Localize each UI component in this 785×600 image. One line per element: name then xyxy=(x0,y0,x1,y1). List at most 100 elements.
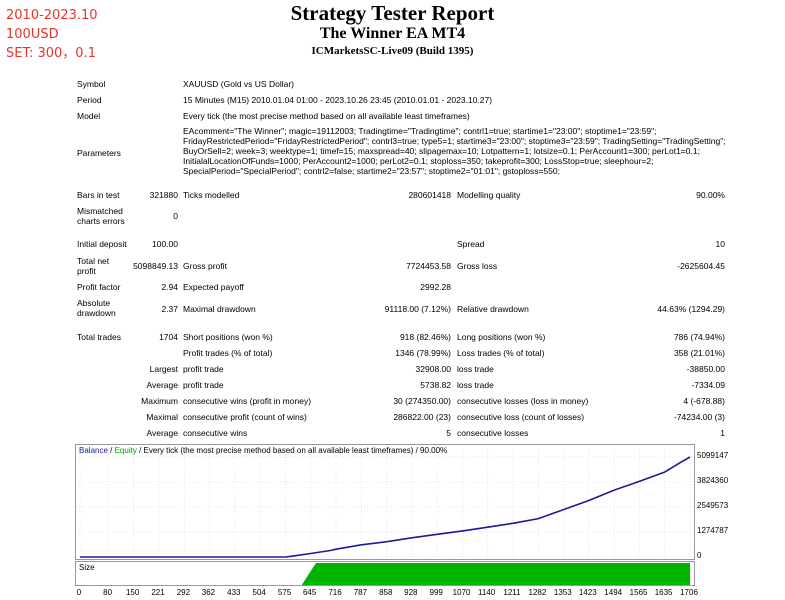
cp-label: consecutive profit (count of wins) xyxy=(183,412,307,422)
ptrades-value: 1346 (78.99%) xyxy=(395,348,451,358)
x-tick-label-2: 150 xyxy=(125,588,140,597)
report-title: Strategy Tester Report xyxy=(290,1,495,25)
cl-label: consecutive losses (loss in money) xyxy=(457,396,589,406)
absdd-label-2: drawdown xyxy=(77,308,116,318)
parameters-label: Parameters xyxy=(77,148,121,158)
quality-value: 90.00% xyxy=(696,190,725,200)
trades-value: 1704 xyxy=(159,332,178,342)
bars-label: Bars in test xyxy=(77,190,120,200)
x-tick-label-14: 999 xyxy=(429,588,443,597)
size-label: Size xyxy=(79,563,95,572)
largest-profit-value: 32908.00 xyxy=(415,364,451,374)
x-tick-label-9: 645 xyxy=(302,588,317,597)
x-tick-label-6: 433 xyxy=(227,588,241,597)
quality-label: Modelling quality xyxy=(457,190,521,200)
spread-value: 10 xyxy=(715,239,725,249)
size-chart-svg xyxy=(301,563,690,585)
avg-loss-label: loss trade xyxy=(457,380,494,390)
y-tick-label-1: 3824360 xyxy=(697,476,729,485)
symbol-label: Symbol xyxy=(77,79,106,89)
maximal-label: Maximal xyxy=(146,412,178,422)
legend-balance: Balance xyxy=(79,446,108,455)
trades-label: Total trades xyxy=(77,332,121,342)
ticks-label: Ticks modelled xyxy=(183,190,240,200)
acw-value: 5 xyxy=(446,428,451,438)
average-label: Average xyxy=(146,380,178,390)
x-tick-label-22: 1565 xyxy=(629,588,648,597)
absdd-value: 2.37 xyxy=(161,304,178,314)
closs-value: -74234.00 (3) xyxy=(673,412,725,422)
long-value: 786 (74.94%) xyxy=(673,332,725,342)
x-tick-label-21: 1494 xyxy=(604,588,623,597)
x-tick-label-7: 504 xyxy=(252,588,266,597)
maximum-label: Maximum xyxy=(141,396,178,406)
largest-loss-value: -38850.00 xyxy=(686,364,725,374)
short-label: Short positions (won %) xyxy=(183,332,273,342)
reldd-value: 44.63% (1294.29) xyxy=(657,304,725,314)
pf-value: 2.94 xyxy=(161,282,178,292)
symbol-value: XAUUSD (Gold vs US Dollar) xyxy=(183,79,294,89)
chart-legend: Balance / Equity / Every tick (the most … xyxy=(79,446,447,456)
parameters-value: EAcomment="The Winner"; magic=19112003; … xyxy=(183,126,726,176)
x-tick-label-12: 858 xyxy=(379,588,393,597)
short-value: 918 (82.46%) xyxy=(399,332,451,342)
acw-label: consecutive wins xyxy=(183,428,248,438)
ea-name: The Winner EA MT4 xyxy=(319,25,466,42)
payoff-label: Expected payoff xyxy=(183,282,244,292)
size-area xyxy=(301,563,690,585)
ptrades-label: Profit trades (% of total) xyxy=(183,348,273,358)
cl-value: 4 (-678.88) xyxy=(683,396,725,406)
x-tick-label-17: 1211 xyxy=(503,588,521,597)
model-value: Every tick (the most precise method base… xyxy=(183,111,470,121)
netprofit-value: 5098849.13 xyxy=(133,261,178,271)
y-tick-label-3: 1274787 xyxy=(697,526,729,535)
balance-chart-svg xyxy=(76,445,694,559)
x-tick-label-18: 1282 xyxy=(528,588,547,597)
mismatch-label-1: Mismatched xyxy=(77,206,123,216)
pf-label: Profit factor xyxy=(77,282,121,292)
size-chart xyxy=(75,561,695,586)
largest-profit-label: profit trade xyxy=(183,364,224,374)
acl-label: consecutive losses xyxy=(457,428,529,438)
x-tick-label-1: 80 xyxy=(103,588,113,597)
balance-chart xyxy=(75,444,695,560)
x-tick-label-16: 1140 xyxy=(478,588,496,597)
y-tick-label-4: 0 xyxy=(697,551,702,560)
bars-value: 321880 xyxy=(149,190,178,200)
payoff-value: 2992.28 xyxy=(420,282,451,292)
absdd-label-1: Absolute xyxy=(77,298,111,308)
annotation-deposit: 100USD xyxy=(6,27,59,42)
mismatch-value: 0 xyxy=(173,211,178,221)
y-tick-label-0: 5099147 xyxy=(697,451,729,460)
netprofit-label-1: Total net xyxy=(77,256,110,266)
ticks-value: 280601418 xyxy=(408,190,451,200)
largest-loss-label: loss trade xyxy=(457,364,494,374)
grossprofit-value: 7724453.58 xyxy=(406,261,451,271)
netprofit-label-2: profit xyxy=(77,266,96,276)
x-tick-label-19: 1353 xyxy=(553,588,572,597)
annotation-set: SET: 300，0.1 xyxy=(6,46,96,61)
acl-value: 1 xyxy=(720,428,725,438)
x-tick-label-3: 221 xyxy=(151,588,165,597)
x-tick-label-24: 1706 xyxy=(680,588,698,597)
x-tick-label-23: 1635 xyxy=(654,588,673,597)
server-info: ICMarketsSC-Live09 (Build 1395) xyxy=(311,45,474,57)
legend-equity: Equity xyxy=(114,446,137,455)
avg-loss-value: -7334.09 xyxy=(691,380,725,390)
legend-sep: / xyxy=(107,446,115,455)
mismatch-label-2: charts errors xyxy=(77,216,125,226)
y-tick-label-2: 2549573 xyxy=(697,501,729,510)
cp-value: 286822.00 (23) xyxy=(393,412,451,422)
average2-label: Average xyxy=(146,428,178,438)
x-tick-label-10: 716 xyxy=(328,588,342,597)
period-label: Period xyxy=(77,95,102,105)
deposit-value: 100.00 xyxy=(152,239,178,249)
legend-rest: / Every tick (the most precise method ba… xyxy=(136,446,448,455)
reldd-label: Relative drawdown xyxy=(457,304,529,314)
x-tick-label-5: 362 xyxy=(201,588,216,597)
long-label: Long positions (won %) xyxy=(457,332,546,342)
avg-profit-value: 5738.82 xyxy=(420,380,451,390)
largest-label: Largest xyxy=(149,364,178,374)
deposit-label: Initial deposit xyxy=(77,239,127,249)
avg-profit-label: profit trade xyxy=(183,380,224,390)
